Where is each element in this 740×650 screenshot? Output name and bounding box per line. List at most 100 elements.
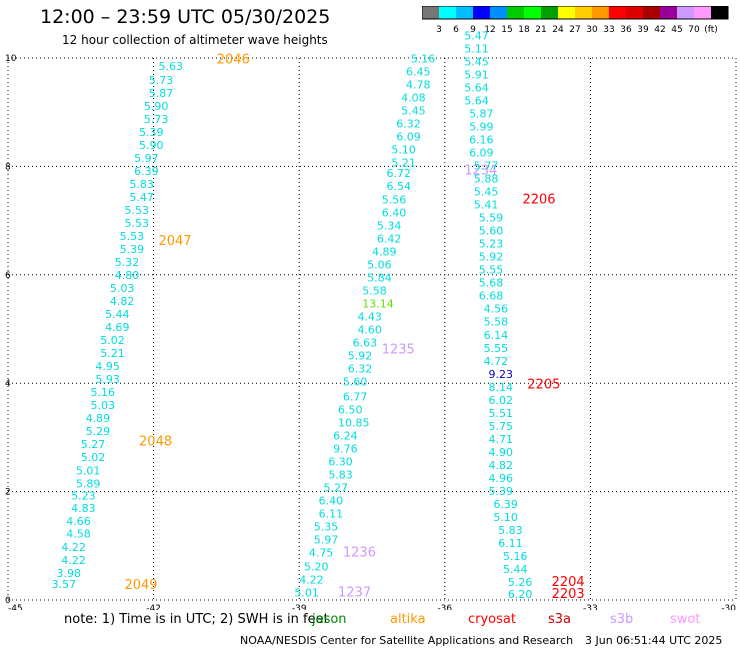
color-scale-label: 70 [688, 25, 700, 35]
pass-number-label: 1235 [382, 342, 415, 357]
lon-tick-label: -45 [8, 604, 23, 610]
wave-height-value: 5.16 [91, 386, 116, 399]
wave-height-value: 4.82 [488, 459, 512, 472]
color-scale-label: 42 [654, 25, 665, 35]
satellite-legend-altika: altika [390, 612, 426, 627]
wave-height-value: 5.23 [71, 490, 96, 503]
wave-height-value: 13.14 [362, 297, 394, 310]
pass-number-label: 2049 [124, 578, 157, 593]
map-grid [7, 57, 737, 601]
pass-number-label: 2047 [158, 234, 191, 249]
wave-height-value: 4.80 [115, 269, 140, 282]
wave-height-value: 5.83 [328, 469, 353, 482]
wave-height-value: 5.01 [294, 587, 319, 600]
wave-height-value: 5.59 [479, 212, 504, 225]
note-text: note: 1) Time is in UTC; 2) SWH is in fe… [64, 612, 329, 627]
wave-height-value: 4.71 [488, 433, 512, 446]
wave-height-value: 5.03 [110, 282, 135, 295]
wave-height-value: 9.76 [333, 443, 358, 456]
wave-height-value: 5.10 [391, 143, 416, 156]
wave-height-value: 4.96 [488, 472, 512, 485]
lon-tick-label: -33 [583, 604, 598, 610]
wave-height-value: 4.60 [357, 323, 382, 336]
wave-height-value: 5.56 [382, 193, 407, 206]
wave-height-value: 6.54 [387, 180, 412, 193]
color-scale-label: 18 [518, 25, 530, 35]
color-scale-swatch [711, 6, 728, 19]
wave-height-value: 5.11 [464, 43, 489, 56]
color-scale-swatch [643, 6, 660, 19]
color-scale-swatch [456, 6, 473, 19]
wave-height-value: 10.85 [338, 417, 370, 430]
satellite-tracks: 3.573.984.224.224.584.664.835.235.895.01… [52, 30, 585, 602]
wave-height-value: 5.45 [474, 186, 499, 199]
wave-height-value: 4.72 [484, 355, 509, 368]
wave-height-value: 5.53 [124, 204, 149, 217]
wave-height-value: 5.97 [134, 152, 159, 165]
wave-height-value: 4.22 [61, 554, 86, 567]
color-scale-swatch [592, 6, 609, 19]
wave-height-value: 5.27 [323, 482, 348, 495]
wave-height-value: 5.84 [367, 271, 392, 284]
wave-height-value: 5.87 [149, 87, 174, 100]
wave-height-value: 8.14 [488, 381, 512, 394]
color-scale-label: 33 [603, 25, 614, 35]
wave-height-value: 4.78 [406, 78, 431, 91]
pass-number-label: 2046 [217, 52, 250, 67]
lat-tick-label: 6 [5, 271, 11, 281]
wave-height-value: 5.60 [343, 375, 368, 388]
wave-height-value: 6.50 [338, 404, 363, 417]
satellite-legend-swot: swot [670, 612, 701, 627]
wave-height-value: 5.53 [124, 217, 149, 230]
wave-height-value: 5.34 [377, 219, 402, 232]
color-scale-swatch [490, 6, 507, 19]
wave-height-value: 5.87 [469, 108, 494, 121]
wave-height-value: 5.20 [304, 561, 329, 574]
map-axis-ticks: -45 -42 -39 -36 -33 -30 0 2 4 6 8 10 [5, 54, 736, 610]
wave-height-value: 6.09 [469, 147, 494, 160]
page-title: 12:00 – 23:59 UTC 05/30/2025 [40, 6, 331, 28]
wave-height-value: 6.32 [396, 117, 421, 130]
color-scale-label: 24 [552, 25, 564, 35]
wave-height-value: 4.66 [66, 515, 91, 528]
satellite-legend-cryosat: cryosat [468, 612, 516, 627]
pass-number-label: 1236 [343, 546, 376, 561]
color-scale-swatch [609, 6, 626, 19]
pass-number-label: 1237 [338, 586, 371, 601]
wave-height-value: 5.97 [314, 534, 339, 547]
wave-height-value: 6.42 [377, 232, 402, 245]
wave-height-value: 4.75 [309, 547, 334, 560]
wave-height-value: 5.26 [508, 576, 532, 589]
lat-tick-label: 4 [5, 379, 11, 389]
wave-height-value: 5.73 [144, 113, 169, 126]
wave-height-value: 6.11 [319, 508, 344, 521]
wave-height-value: 5.23 [479, 238, 504, 251]
wave-height-value: 5.02 [81, 451, 106, 464]
wave-height-value: 5.53 [120, 230, 145, 243]
color-scale-swatch [558, 6, 575, 19]
wave-height-value: 5.92 [479, 251, 504, 264]
wave-height-value: 4.89 [372, 245, 397, 258]
wave-height-value: 5.92 [348, 349, 373, 362]
wave-height-value: 5.58 [362, 284, 387, 297]
lon-tick-label: -39 [292, 604, 307, 610]
wave-height-value: 4.83 [71, 502, 96, 515]
wave-height-value: 5.44 [503, 563, 528, 576]
color-scale-label: 15 [501, 25, 512, 35]
satellite-legend-jason: jason [312, 612, 347, 627]
wave-height-value: 5.39 [139, 126, 164, 139]
wave-height-value: 5.55 [479, 264, 504, 277]
wave-height-value: 5.01 [76, 464, 101, 477]
wave-height-value: 6.39 [134, 165, 159, 178]
wave-height-value: 3.98 [57, 567, 82, 580]
color-scale-swatch [677, 6, 694, 19]
wave-height-value: 4.43 [357, 310, 382, 323]
wave-height-value: 5.29 [86, 425, 111, 438]
wave-height-value: 4.69 [105, 321, 130, 334]
lon-tick-label: -30 [721, 604, 736, 610]
page-subtitle: 12 hour collection of altimeter wave hei… [62, 33, 328, 47]
wave-height-value: 5.47 [129, 191, 154, 204]
pass-number-label: 2203 [552, 587, 585, 602]
wave-height-value: 6.24 [333, 430, 358, 443]
